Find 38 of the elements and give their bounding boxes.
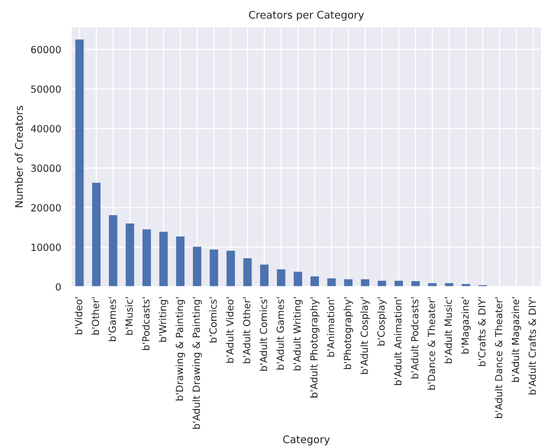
x-tick-label: b'Adult Magazine' <box>512 297 522 382</box>
x-tick-label: b'Adult Animation' <box>394 297 402 386</box>
x-tick-label: b'Music' <box>125 297 133 335</box>
x-tick-label: b'Magazine' <box>461 297 471 354</box>
x-tick-label: b'Photography' <box>344 297 354 370</box>
x-axis-title: Category <box>283 435 330 446</box>
x-tick-label: b'Dance & Theater' <box>428 297 436 390</box>
y-tick-label: 20000 <box>31 204 61 212</box>
y-tick-label: 50000 <box>31 85 61 93</box>
y-axis-title: Number of Creators <box>14 106 23 208</box>
x-tick-label: b'Adult Other' <box>242 297 250 364</box>
x-tick-label: b'Adult Photography' <box>310 297 320 398</box>
x-tick-label: b'Adult Dance & Theater' <box>494 297 502 418</box>
x-tick-label: b'Adult Video' <box>226 297 234 363</box>
x-tick-label: b'Writing' <box>158 297 168 342</box>
x-tick-label: b'Animation' <box>326 297 334 357</box>
x-tick-label: b'Adult Crafts & DIY' <box>528 297 536 394</box>
x-tick-label: b'Cosplay' <box>377 297 387 346</box>
x-tick-label: b'Adult Games' <box>276 297 284 370</box>
x-tick-label: b'Adult Podcasts' <box>410 297 418 378</box>
x-tick-label: b'Crafts & DIY' <box>478 297 486 366</box>
x-tick-label: b'Adult Drawing & Painting' <box>192 297 202 429</box>
y-tick-label: 30000 <box>31 164 61 172</box>
x-tick-label: b'Video' <box>74 297 82 334</box>
y-tick-label: 40000 <box>30 125 61 132</box>
chart-title: Creators per Category <box>249 10 364 21</box>
x-tick-label: b'Comics' <box>209 297 217 342</box>
y-tick-label: 0 <box>56 283 61 291</box>
x-tick-label: b'Adult Music' <box>444 297 452 364</box>
x-tick-label: b'Podcasts' <box>142 297 150 350</box>
y-tick-label: 10000 <box>32 244 61 251</box>
x-tick-label: b'Adult Writing' <box>293 297 303 370</box>
y-tick-label: 60000 <box>31 46 61 54</box>
x-tick-label: b'Adult Comics' <box>260 297 268 371</box>
x-tick-label: b'Drawing & Painting' <box>176 297 186 400</box>
x-tick-label: b'Adult Cosplay' <box>360 297 370 374</box>
x-tick-label: b'Games' <box>108 297 116 342</box>
x-tick-label: b'Other' <box>92 297 100 335</box>
